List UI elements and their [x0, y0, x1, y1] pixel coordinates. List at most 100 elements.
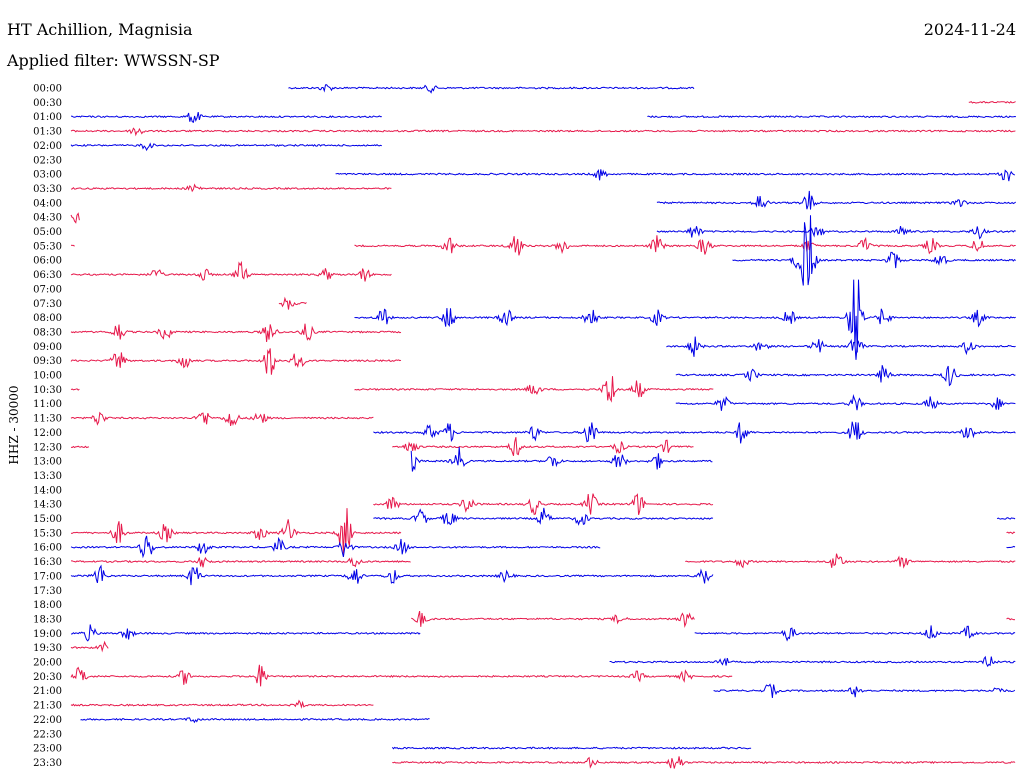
time-tick-label: 03:00 — [33, 170, 62, 181]
time-tick-label: 11:30 — [33, 414, 62, 425]
seismogram-trace — [968, 100, 1016, 104]
seismogram-trace — [675, 394, 1016, 411]
seismogram-trace — [70, 212, 80, 224]
seismogram-trace — [410, 446, 713, 472]
seismogram-trace — [685, 553, 1016, 569]
seismogram-trace — [1006, 617, 1016, 621]
time-tick-label: 22:30 — [33, 729, 62, 740]
time-tick-label: 00:30 — [33, 98, 62, 109]
time-tick-label: 18:00 — [33, 600, 62, 611]
time-tick-label: 04:00 — [33, 198, 62, 209]
time-tick-label: 06:00 — [33, 256, 62, 267]
seismogram-trace — [70, 183, 392, 193]
time-tick-label: 16:00 — [33, 543, 62, 554]
time-tick-label: 02:00 — [33, 141, 62, 152]
time-tick-label: 03:30 — [33, 184, 62, 195]
seismogram-trace — [656, 190, 1016, 210]
seismogram-trace — [694, 625, 1016, 642]
seismogram-trace — [70, 244, 75, 247]
time-tick-label: 12:30 — [33, 442, 62, 453]
seismogram-trace — [70, 535, 601, 559]
time-tick-label: 09:30 — [33, 356, 62, 367]
seismogram-trace — [70, 640, 109, 653]
filter-label: Applied filter: WWSSN-SP — [7, 51, 220, 70]
seismogram-trace — [392, 756, 1016, 769]
time-tick-label: 20:00 — [33, 658, 62, 669]
time-tick-label: 15:00 — [33, 514, 62, 525]
seismogram-trace — [392, 437, 694, 456]
seismogram-trace — [70, 111, 382, 123]
time-tick-label: 16:30 — [33, 557, 62, 568]
time-tick-label: 21:30 — [33, 701, 62, 712]
time-tick-label: 08:00 — [33, 313, 62, 324]
date-label: 2024-11-24 — [923, 20, 1016, 39]
seismogram-trace — [656, 225, 1016, 240]
seismogram-trace — [675, 365, 1016, 387]
time-tick-label: 06:30 — [33, 270, 62, 281]
time-tick-label: 14:30 — [33, 500, 62, 511]
seismogram-trace — [647, 115, 1016, 119]
time-tick-label: 00:00 — [33, 84, 62, 95]
seismogram-trace — [70, 411, 374, 427]
seismogram-trace — [80, 717, 430, 724]
time-tick-label: 05:00 — [33, 227, 62, 238]
time-tick-label: 17:30 — [33, 586, 62, 597]
seismogram-trace — [70, 445, 90, 449]
time-tick-label: 04:30 — [33, 213, 62, 224]
seismogram-trace — [70, 624, 421, 642]
seismogram-trace — [335, 168, 1016, 182]
seismogram-trace — [70, 699, 374, 709]
seismogram-trace — [373, 507, 714, 526]
seismogram-trace — [373, 493, 714, 516]
seismogram-trace — [70, 508, 402, 554]
seismogram-trace — [70, 348, 402, 375]
time-tick-label: 10:30 — [33, 385, 62, 396]
seismogram-trace — [666, 336, 1016, 360]
time-tick-label: 02:30 — [33, 155, 62, 166]
seismogram-trace — [411, 610, 695, 628]
time-tick-label: 14:00 — [33, 485, 62, 496]
seismogram-trace — [70, 323, 402, 343]
seismogram-trace — [713, 683, 1016, 699]
time-tick-label: 13:30 — [33, 471, 62, 482]
time-tick-label: 09:00 — [33, 342, 62, 353]
time-tick-label: 01:00 — [33, 112, 62, 123]
time-tick-label: 22:00 — [33, 715, 62, 726]
time-tick-label: 08:30 — [33, 327, 62, 338]
seismogram-trace — [70, 260, 392, 282]
time-tick-label: 05:30 — [33, 241, 62, 252]
seismogram-trace — [354, 235, 1016, 256]
seismogram-trace — [609, 655, 1016, 668]
seismogram-trace — [1006, 545, 1016, 549]
time-tick-label: 10:00 — [33, 371, 62, 382]
time-tick-label: 13:00 — [33, 457, 62, 468]
seismogram-trace — [373, 421, 1016, 444]
time-tick-label: 21:00 — [33, 686, 62, 697]
seismogram-trace — [288, 84, 695, 94]
time-tick-label: 23:30 — [33, 758, 62, 769]
time-tick-label: 07:30 — [33, 299, 62, 310]
time-tick-label: 23:00 — [33, 744, 62, 755]
time-tick-label: 17:00 — [33, 571, 62, 582]
time-tick-label: 12:00 — [33, 428, 62, 439]
seismogram-trace — [70, 664, 733, 687]
time-tick-label: 19:30 — [33, 643, 62, 654]
seismogram-trace — [1006, 531, 1016, 535]
seismogram-trace — [732, 215, 1016, 286]
time-tick-label: 07:00 — [33, 284, 62, 295]
time-tick-label: 19:00 — [33, 629, 62, 640]
time-tick-label: 15:30 — [33, 528, 62, 539]
seismogram-trace — [278, 296, 307, 310]
seismogram-trace — [70, 564, 714, 586]
seismogram-trace — [71, 556, 411, 568]
time-tick-label: 20:30 — [33, 672, 62, 683]
seismogram-trace — [70, 388, 80, 391]
seismogram-trace — [996, 517, 1016, 520]
seismogram-trace — [70, 127, 1016, 137]
seismogram-trace — [354, 279, 1016, 353]
time-tick-label: 18:30 — [33, 614, 62, 625]
time-tick-label: 11:00 — [33, 399, 62, 410]
seismogram-trace — [70, 142, 382, 152]
